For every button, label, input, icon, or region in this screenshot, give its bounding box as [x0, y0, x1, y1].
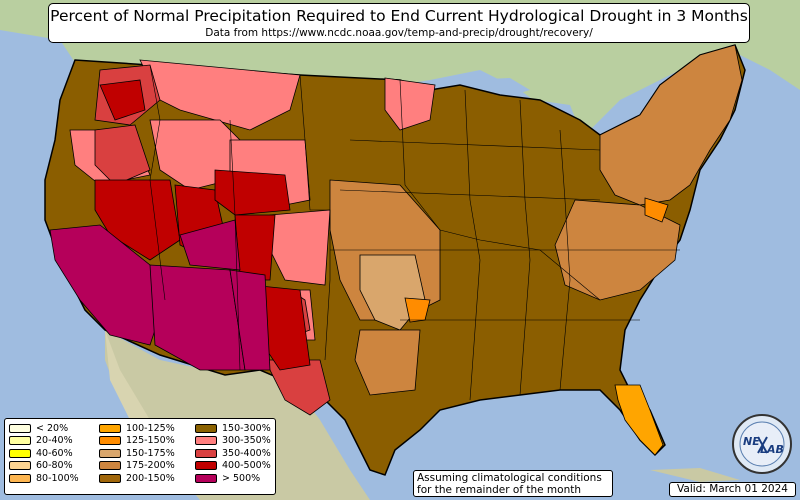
note-line-1: Assuming climatological conditions: [417, 472, 602, 484]
legend-label: > 500%: [222, 472, 261, 484]
title-box: Percent of Normal Precipitation Required…: [48, 3, 750, 43]
legend-label: 80-100%: [36, 472, 79, 484]
westtexas-red: [264, 359, 331, 416]
oregon-red: [94, 124, 151, 186]
legend-item: 100-125%: [99, 422, 175, 435]
legend-swatch: [9, 436, 31, 446]
legend-item: 400-500%: [195, 460, 271, 473]
nm-magenta: [229, 269, 271, 371]
legend-item: < 20%: [9, 422, 79, 435]
legend-label: 350-400%: [222, 447, 271, 459]
legend-label: 150-300%: [222, 422, 271, 434]
legend-item: > 500%: [195, 472, 271, 485]
map-title: Percent of Normal Precipitation Required…: [50, 7, 748, 25]
legend-swatch: [195, 436, 217, 446]
boundary-lines: [149, 64, 680, 401]
legend-item: 350-400%: [195, 447, 271, 460]
legend-label: 20-40%: [36, 435, 73, 447]
legend-item: 150-175%: [99, 447, 175, 460]
wyoming-darkred: [214, 169, 291, 216]
legend-swatch: [99, 473, 121, 483]
legend-swatch: [9, 473, 31, 483]
legend-label: 400-500%: [222, 460, 271, 472]
legend-swatch: [195, 473, 217, 483]
legend-swatch: [99, 448, 121, 458]
legend-swatch: [195, 461, 217, 471]
legend-swatch: [9, 461, 31, 471]
legend-swatch: [9, 423, 31, 433]
legend-label: 60-80%: [36, 460, 73, 472]
legend-label: < 20%: [36, 422, 69, 434]
legend-item: 60-80%: [9, 460, 79, 473]
legend-label: 150-175%: [126, 447, 175, 459]
legend-label: 100-125%: [126, 422, 175, 434]
nevada-darkred: [94, 179, 181, 261]
legend-swatch: [9, 448, 31, 458]
dakota-pink: [384, 77, 436, 131]
assumption-note: Assuming climatological conditions for t…: [413, 470, 613, 497]
arizona-magenta: [149, 264, 246, 371]
legend-label: 40-60%: [36, 447, 73, 459]
legend: < 20% 20-40% 40-60% 60-80% 80-100% 100-1…: [4, 418, 276, 495]
legend-item: 20-40%: [9, 435, 79, 448]
legend-column-1: < 20% 20-40% 40-60% 60-80% 80-100%: [9, 422, 79, 485]
legend-item: 150-300%: [195, 422, 271, 435]
florida-region: [614, 384, 664, 456]
nexlab-logo-icon: NE LAB: [732, 414, 792, 474]
valid-date: Valid: March 01 2024: [669, 482, 796, 497]
map-subtitle: Data from https://www.ncdc.noaa.gov/temp…: [205, 27, 593, 39]
legend-label: 300-350%: [222, 435, 271, 447]
legend-item: 300-350%: [195, 435, 271, 448]
legend-item: 125-150%: [99, 435, 175, 448]
legend-column-2: 100-125% 125-150% 150-175% 175-200% 200-…: [99, 422, 175, 485]
legend-swatch: [99, 436, 121, 446]
montana-pink: [139, 59, 301, 131]
idaho-darkred: [99, 79, 146, 121]
colorado-darkred: [234, 214, 276, 281]
legend-item: 80-100%: [9, 472, 79, 485]
california-magenta: [49, 224, 166, 346]
legend-swatch: [99, 461, 121, 471]
cuba: [650, 468, 740, 482]
maryland-orange: [644, 197, 669, 223]
legend-swatch: [195, 423, 217, 433]
legend-swatch: [99, 423, 121, 433]
legend-label: 175-200%: [126, 460, 175, 472]
legend-column-3: 150-300% 300-350% 350-400% 400-500% > 50…: [195, 422, 271, 485]
utah-magenta: [179, 219, 241, 271]
logo-text-ne: NE: [743, 435, 760, 448]
legend-swatch: [195, 448, 217, 458]
legend-item: 200-150%: [99, 472, 175, 485]
texas-tan: [354, 329, 421, 396]
legend-item: 40-60%: [9, 447, 79, 460]
note-line-2: for the remainder of the month: [417, 484, 582, 496]
northeast-region: [599, 44, 743, 206]
legend-item: 175-200%: [99, 460, 175, 473]
legend-label: 125-150%: [126, 435, 175, 447]
legend-label: 200-150%: [126, 472, 175, 484]
